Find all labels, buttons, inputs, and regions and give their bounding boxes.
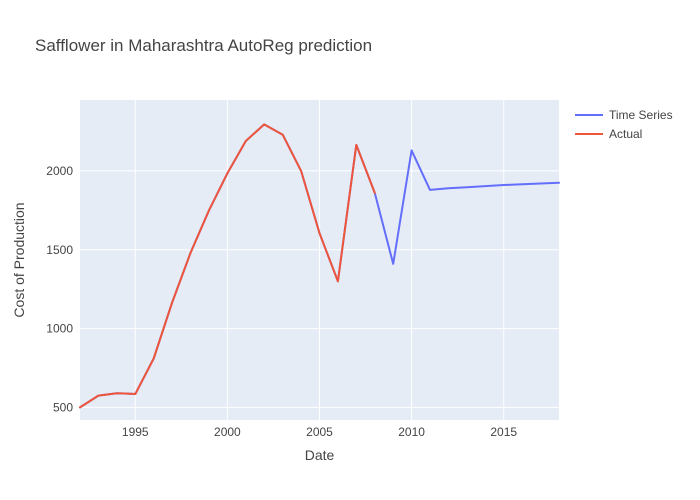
y-tick-label: 2000	[46, 164, 73, 178]
x-tick-label: 1995	[122, 425, 149, 439]
x-tick-label: 2000	[214, 425, 241, 439]
y-tick-label: 1500	[46, 243, 73, 257]
legend[interactable]: Time Series Actual	[575, 108, 673, 141]
chart-title: Safflower in Maharashtra AutoReg predict…	[35, 36, 372, 55]
x-tick-label: 2010	[398, 425, 425, 439]
x-axis-ticks: 1995 2000 2005 2010 2015	[122, 425, 517, 439]
legend-item-actual[interactable]: Actual	[575, 127, 642, 141]
series-line-actual[interactable]	[79, 123, 376, 409]
legend-item-time-series[interactable]: Time Series	[575, 108, 673, 122]
legend-label: Time Series	[609, 108, 673, 122]
y-tick-label: 500	[53, 400, 73, 414]
y-axis-ticks: 500 1000 1500 2000	[46, 164, 73, 414]
x-axis-title: Date	[305, 447, 335, 463]
legend-label: Actual	[609, 127, 642, 141]
y-tick-label: 1000	[46, 322, 73, 336]
series-layer	[79, 123, 560, 409]
x-tick-label: 2005	[306, 425, 333, 439]
x-tick-label: 2015	[490, 425, 517, 439]
y-axis-title: Cost of Production	[11, 202, 27, 317]
